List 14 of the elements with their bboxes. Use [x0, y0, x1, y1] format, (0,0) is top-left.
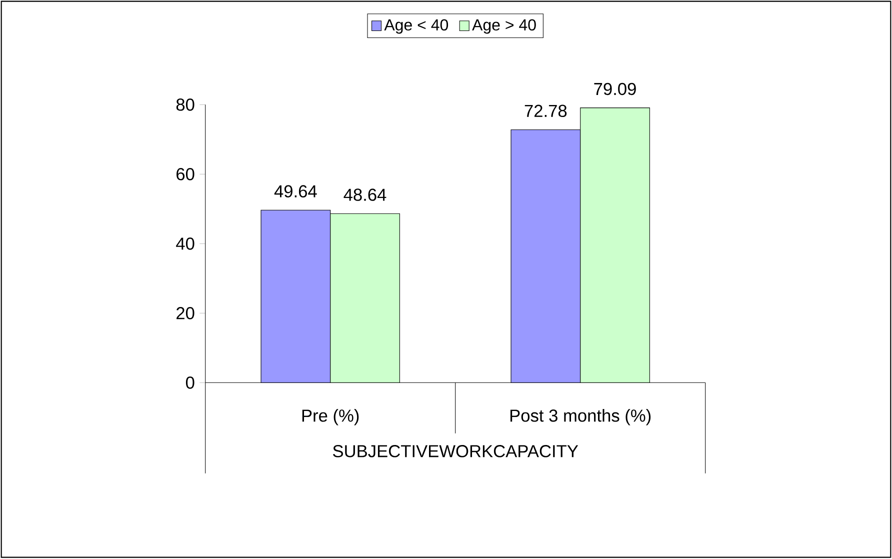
- x-axis-title: SUBJECTIVEWORKCAPACITY: [333, 445, 578, 458]
- legend-label: Age > 40: [472, 19, 536, 34]
- y-tick-label: 80: [176, 98, 194, 111]
- data-label: 49.64: [274, 185, 317, 198]
- x-tick-label: Pre (%): [302, 409, 359, 426]
- y-tick-label: 60: [176, 168, 194, 180]
- data-label: 48.64: [344, 188, 386, 202]
- y-tick-label: 0: [186, 376, 194, 389]
- data-label: 72.78: [524, 104, 567, 118]
- x-tick-label: Post 3 months (%): [510, 409, 651, 426]
- y-tick-label: 40: [176, 238, 194, 250]
- data-label: 79.09: [594, 83, 636, 96]
- y-tick-label: 20: [176, 307, 194, 320]
- legend-label: Age < 40: [384, 19, 448, 34]
